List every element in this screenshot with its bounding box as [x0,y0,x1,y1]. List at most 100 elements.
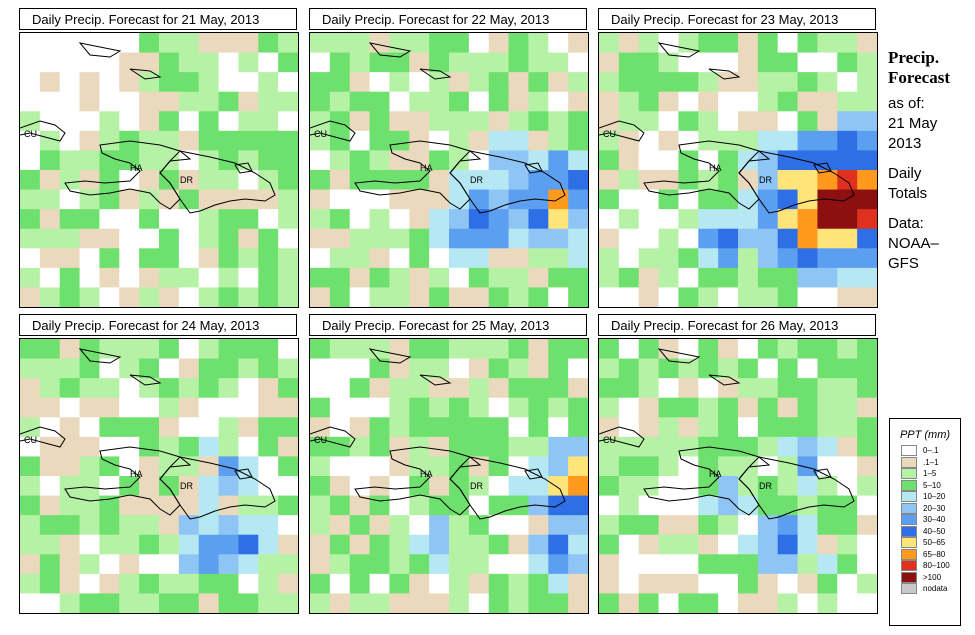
grid-cell [349,52,371,73]
grid-cell [79,515,100,536]
grid-cell [310,33,331,54]
grid-cell [329,573,351,594]
grid-cell [198,573,220,594]
grid-cell [618,456,640,477]
grid-cell [20,573,41,594]
grid-cell [698,417,719,438]
grid-cell [599,554,620,575]
grid-cell [198,248,220,269]
grid-cell [548,417,569,438]
grid-cell [20,130,41,151]
legend-swatch [901,445,917,456]
grid-cell [99,91,120,112]
grid-cell [79,417,100,438]
grid-cell [329,130,351,151]
grid-cell [548,378,569,399]
grid-cell [618,189,640,210]
legend-label: 1–5 [923,469,937,478]
coastline [354,446,482,516]
grid-cell [757,189,779,210]
grid-cell [409,397,430,418]
grid-cell [658,287,679,307]
grid-cell [198,515,220,536]
grid-cell [508,495,529,516]
grid-cell [198,33,220,54]
grid-cell [468,495,490,516]
grid-cell [449,228,470,249]
grid-cell [310,456,331,477]
grid-cell [159,209,180,230]
grid-cell [178,456,200,477]
grid-cell [698,111,719,132]
legend-swatch [901,525,917,537]
grid-cell [488,52,510,73]
grid-cell [528,130,549,151]
grid-cell [568,397,588,418]
grid-cell [310,72,331,93]
grid-cell [39,130,61,151]
grid-cell [718,436,739,457]
grid-cell [278,189,298,210]
grid-cell [119,593,140,613]
grid-cell [658,476,679,497]
grid-cell [139,228,160,249]
grid-cell [718,534,739,555]
grid-cell [218,91,239,112]
grid-cell [857,593,877,613]
grid-cell [20,72,41,93]
grid-cell [817,72,838,93]
grid-cell [329,228,351,249]
grid-cell [837,534,858,555]
grid-cell [278,358,298,379]
grid-cell [59,456,81,477]
grid-cell [39,91,61,112]
grid-cell [329,495,351,516]
grid-cell [139,456,160,477]
grid-cell [278,72,298,93]
grid-cell [39,397,61,418]
grid-cell [258,358,279,379]
grid-cell [718,358,739,379]
grid-cell [258,378,279,399]
grid-cell [528,436,549,457]
grid-cell [797,554,818,575]
grid-cell [488,456,510,477]
grid-cell [508,397,529,418]
grid-cell [310,267,331,288]
grid-cell [797,33,818,54]
grid-cell [59,209,81,230]
grid-cell [817,228,838,249]
grid-cell [278,111,298,132]
grid-cell [777,130,799,151]
grid-cell [837,358,858,379]
grid-cell [698,573,719,594]
grid-cell [349,150,371,171]
panel-title: Daily Precip. Forecast for 22 May, 2013 [309,8,587,30]
grid-cell [618,397,640,418]
grid-cell [857,267,877,288]
legend-swatch [901,548,917,560]
grid-cell [817,52,838,73]
grid-cell [857,339,877,360]
grid-cell [488,111,510,132]
grid-cell [817,378,838,399]
grid-cell [738,52,759,73]
grid-cell [548,33,569,54]
grid-cell [618,228,640,249]
legend-label: 0–.1 [923,446,939,455]
grid-cell [548,209,569,230]
grid-cell [178,228,200,249]
grid-cell [159,417,180,438]
grid-cell [198,150,220,171]
grid-cell [568,52,588,73]
grid-cell [548,130,569,151]
coastline [657,42,701,58]
grid-cell [139,72,160,93]
grid-cell [20,339,41,360]
grid-cell [837,554,858,575]
grid-cell [238,111,259,132]
grid-cell [20,33,41,54]
grid-cell [329,287,351,307]
precip-legend: PPT (mm) 0–.1 .1–1 1–5 5–10 10–20 20–30 30–40 4… [889,418,961,626]
grid-cell [738,378,759,399]
